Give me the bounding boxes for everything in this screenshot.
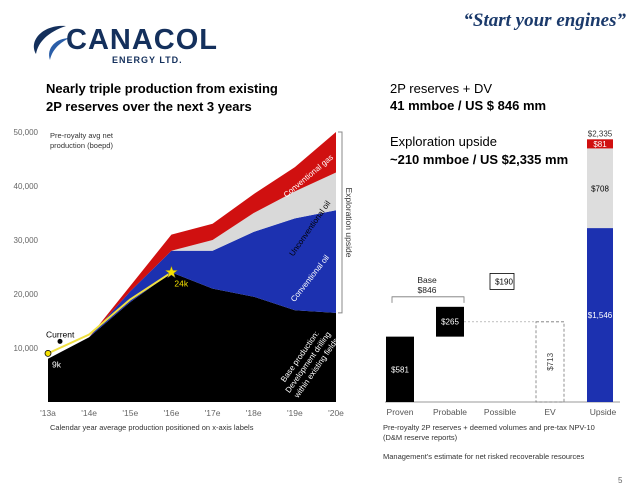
exploration-bracket: Exploration upside	[338, 131, 354, 314]
category-label: Probable	[433, 407, 467, 417]
x-tick-label: '17e	[205, 408, 221, 418]
bar-label: $190	[495, 277, 513, 286]
page-number: 5	[618, 476, 623, 485]
exploration-value: ~210 mmboe / US $2,335 mm	[390, 152, 569, 167]
area-base-production	[48, 272, 336, 402]
y-axis: 50,000 40,000 30,000 20,000 10,000	[14, 128, 39, 353]
base-bracket-value: $846	[418, 285, 437, 295]
upside-segment-gas	[587, 139, 613, 149]
right-footnote-3: Management’s estimate for net risked rec…	[383, 452, 585, 461]
bar-probable	[436, 306, 464, 337]
waterfall-categories: Proven Probable Possible EV Upside	[387, 407, 617, 417]
left-headline: Nearly triple production from existing 2…	[46, 80, 278, 116]
upside-segment-oil	[587, 228, 613, 402]
x-tick-label: '19e	[287, 408, 303, 418]
y-tick-label: 30,000	[14, 236, 39, 245]
y-tick-label: 50,000	[14, 128, 39, 137]
upside-segment-label: $81	[593, 140, 607, 149]
production-line	[47, 271, 172, 355]
area-conventional-oil	[48, 210, 336, 359]
bar-label: $265	[441, 318, 459, 327]
production-markers	[44, 265, 179, 357]
area-unconventional-oil	[48, 172, 336, 359]
bar-ev	[535, 321, 565, 403]
bracket-line	[338, 131, 343, 314]
annotation-9k: 9k	[52, 359, 62, 369]
x-tick-label: '15e	[122, 408, 138, 418]
bar-label: $713	[546, 352, 555, 370]
upside-segment-unconventional	[587, 148, 613, 229]
reserves-heading: 2P reserves + DV	[390, 81, 493, 96]
headline-line-2: 2P reserves over the next 3 years	[46, 99, 252, 114]
x-tick-label: '18e	[246, 408, 262, 418]
waterfall-chart: $581 $265 $190 $713 Base$846 $1,546 $708 $81 $2,…	[385, 129, 620, 417]
area-conventional-gas	[48, 132, 336, 359]
x-tick-label: '13a	[40, 408, 56, 418]
waterfall-bars	[385, 139, 620, 403]
x-tick-label: '20e	[328, 408, 344, 418]
waterfall-labels: $581 $265 $190 $713 Base$846 $1,546 $708 $81 $2,…	[391, 129, 613, 374]
right-footnote-1: Pre-royalty 2P reserves + deemed volumes…	[383, 423, 595, 432]
headline-line-1: Nearly triple production from existing	[46, 81, 278, 96]
x-tick-label: '16e	[164, 408, 180, 418]
upside-segment-label: $708	[591, 184, 609, 193]
y-note: Pre-royalty avg net production (boepd)	[50, 131, 114, 150]
start-point	[44, 349, 52, 357]
annotation-current: Current	[46, 329, 75, 339]
category-label: Proven	[387, 407, 414, 417]
y-tick-label: 10,000	[14, 344, 39, 353]
logo-sub: ENERGY LTD.	[112, 55, 183, 65]
category-label: Possible	[484, 407, 516, 417]
bracket-label: Exploration upside	[344, 187, 354, 257]
x-tick-label: '14e	[81, 408, 97, 418]
x-axis: '13a '14e '15e '16e '17e '18e '19e '20e	[40, 408, 344, 418]
tagline: “Start your engines”	[463, 10, 626, 31]
bar-possible	[489, 273, 515, 290]
area-series	[48, 132, 336, 402]
base-bracket-label: Base	[417, 275, 437, 285]
upside-total-label: $2,335	[588, 129, 613, 138]
right-footnote-2: (D&M reserve reports)	[383, 433, 458, 442]
logo-name: CANACOL	[66, 24, 218, 56]
left-footnote: Calendar year average production positio…	[50, 423, 254, 432]
star-icon	[164, 265, 179, 279]
y-tick-label: 20,000	[14, 290, 39, 299]
bar-proven	[386, 336, 414, 402]
category-label: Upside	[590, 407, 617, 417]
exploration-heading: Exploration upside	[390, 134, 497, 149]
reserves-value: 41 mmboe / US $ 846 mm	[390, 98, 547, 113]
current-dot	[57, 338, 63, 344]
y-tick-label: 40,000	[14, 182, 39, 191]
bar-label: $581	[391, 365, 409, 374]
upside-segment-label: $1,546	[588, 311, 613, 320]
base-bracket-line	[391, 296, 465, 303]
category-label: EV	[544, 407, 556, 417]
annotation-24k: 24k	[174, 278, 188, 288]
swoosh-icon	[33, 25, 70, 60]
